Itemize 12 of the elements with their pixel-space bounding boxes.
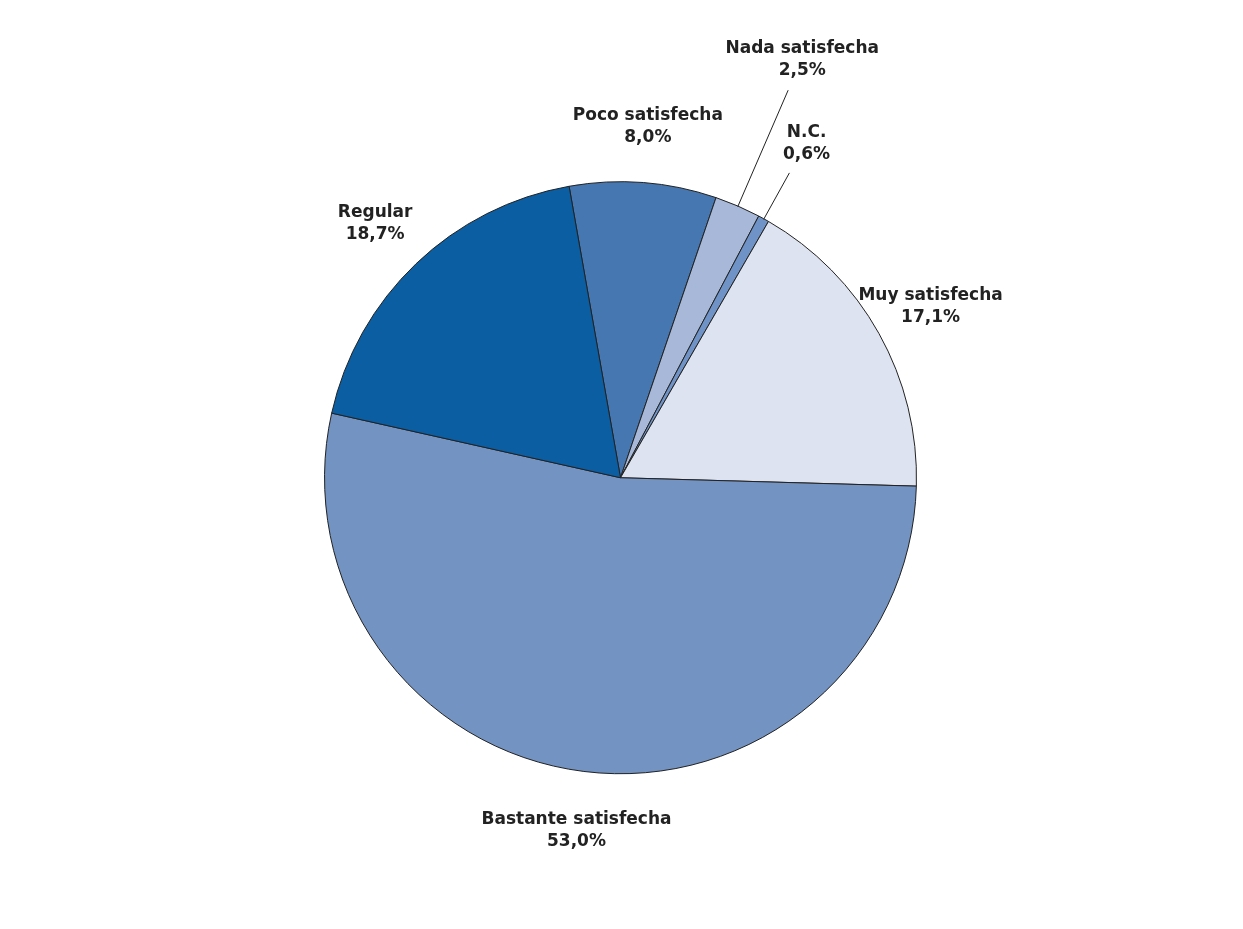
data-label: 53,0%	[547, 830, 606, 851]
slice-label: Muy satisfecha	[858, 283, 1003, 304]
slice-label: Regular	[337, 200, 414, 221]
slice-label: Bastante satisfecha	[481, 808, 672, 829]
data-label: 18,7%	[345, 222, 405, 243]
data-label: 0,6%	[782, 142, 831, 163]
data-label: 17,1%	[901, 306, 961, 327]
data-label: 2,5%	[778, 58, 826, 79]
slice-label: Nada satisfecha	[725, 36, 879, 57]
slice-label: N.C.	[786, 120, 827, 141]
data-label: 8,0%	[624, 125, 672, 146]
slice-label: Poco satisfecha	[572, 103, 723, 124]
